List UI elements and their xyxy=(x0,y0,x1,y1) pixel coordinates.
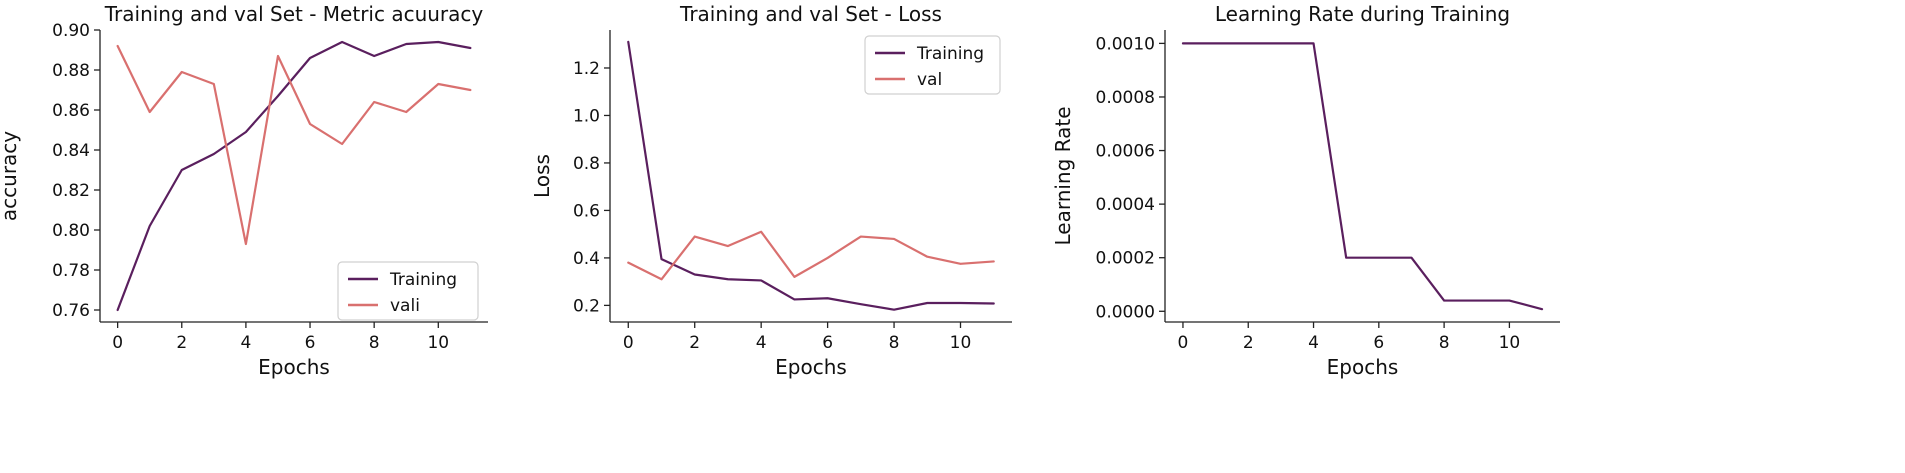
chart-3: Learning Rate during Training 0 2 4 6 8 10 0.00… xyxy=(1051,2,1560,379)
series-line-vali xyxy=(116,44,472,246)
y-axis-label: accuracy xyxy=(0,131,21,221)
x-tick-label: 6 xyxy=(1373,333,1384,353)
x-tick-label: 4 xyxy=(240,333,251,353)
x-tick-label: 4 xyxy=(1308,333,1319,353)
x-tick-label: 4 xyxy=(756,333,767,353)
x-tick-label: 8 xyxy=(889,333,900,353)
x-tick-label: 8 xyxy=(369,333,380,353)
y-tick-label: 0.90 xyxy=(52,21,90,41)
legend-label: Training xyxy=(389,270,457,290)
x-tick-label: 0 xyxy=(623,333,634,353)
legend: Training val xyxy=(864,35,1001,95)
y-tick-label: 1.2 xyxy=(573,59,600,79)
x-tick-label: 6 xyxy=(305,333,316,353)
y-tick-label: 0.0002 xyxy=(1096,249,1155,269)
y-tick-label: 0.82 xyxy=(52,181,90,201)
chart-2: Training and val Set - Loss 0 2 4 6 8 10 0.2 0.4… xyxy=(530,2,1012,379)
x-tick-label: 0 xyxy=(1178,333,1189,353)
y-tick-label: 0.8 xyxy=(573,154,600,174)
x-tick-label: 10 xyxy=(1499,333,1521,353)
series-line-val xyxy=(627,230,995,281)
y-tick-label: 0.84 xyxy=(52,141,90,161)
chart-title: Training and val Set - Metric acuuracy xyxy=(104,2,484,26)
y-tick-label: 0.2 xyxy=(573,296,600,316)
y-tick-label: 0.0008 xyxy=(1096,88,1155,108)
x-axis-label: Epochs xyxy=(258,355,330,379)
x-tick-label: 6 xyxy=(822,333,833,353)
series-line-training xyxy=(116,40,472,312)
y-axis-label: Learning Rate xyxy=(1051,106,1075,245)
x-tick-label: 8 xyxy=(1439,333,1450,353)
chart-1: Training and val Set - Metric acuuracy 0 2… xyxy=(0,2,488,379)
legend-label: val xyxy=(917,70,942,90)
series-line-training xyxy=(627,40,995,311)
y-tick-label: 0.80 xyxy=(52,221,90,241)
y-tick-label: 0.0004 xyxy=(1096,195,1155,215)
y-tick-label: 0.6 xyxy=(573,201,600,221)
chart-title: Learning Rate during Training xyxy=(1215,2,1510,26)
y-tick-label: 0.78 xyxy=(52,261,90,281)
x-tick-label: 10 xyxy=(427,333,449,353)
y-tick-label: 0.86 xyxy=(52,101,90,121)
x-tick-label: 2 xyxy=(1243,333,1254,353)
x-tick-label: 0 xyxy=(112,333,123,353)
series-line-learning-rate xyxy=(1181,42,1544,311)
y-tick-label: 0.4 xyxy=(573,249,600,269)
chart-title: Training and val Set - Loss xyxy=(679,2,942,26)
y-tick-label: 0.88 xyxy=(52,61,90,81)
x-tick-label: 2 xyxy=(689,333,700,353)
legend-label: vali xyxy=(390,296,420,316)
x-tick-label: 10 xyxy=(950,333,972,353)
x-axis-label: Epochs xyxy=(1327,355,1399,379)
y-tick-label: 0.0006 xyxy=(1096,142,1155,162)
x-axis-label: Epochs xyxy=(775,355,847,379)
y-tick-label: 0.76 xyxy=(52,301,90,321)
x-tick-label: 2 xyxy=(176,333,187,353)
y-tick-label: 0.0010 xyxy=(1096,34,1155,54)
y-axis-label: Loss xyxy=(530,154,554,198)
legend-label: Training xyxy=(916,44,984,64)
y-tick-label: 0.0000 xyxy=(1096,302,1155,322)
legend: Training vali xyxy=(337,261,479,321)
y-tick-label: 1.0 xyxy=(573,106,600,126)
